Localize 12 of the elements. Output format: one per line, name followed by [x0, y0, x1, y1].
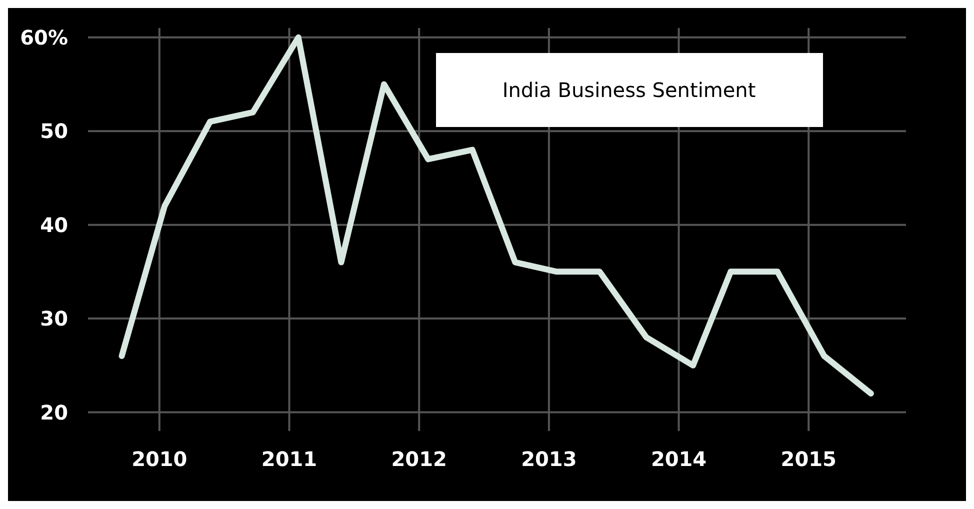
- x-tick-label: 2010: [132, 447, 188, 471]
- x-tick-label: 2013: [521, 447, 577, 471]
- x-tick-label: 2015: [780, 447, 836, 471]
- text: India Business Sentiment: [502, 78, 756, 102]
- y-tick-label: 50: [40, 119, 68, 144]
- y-tick-label: 30: [40, 306, 68, 331]
- y-tick-label: 40: [40, 212, 68, 237]
- x-tick-label: 2012: [391, 447, 447, 471]
- y-tick-label: 60%: [20, 25, 68, 50]
- x-tick-label: 2011: [261, 447, 318, 471]
- x-tick-label: 2014: [650, 447, 707, 471]
- y-tick-label: 20: [40, 400, 68, 424]
